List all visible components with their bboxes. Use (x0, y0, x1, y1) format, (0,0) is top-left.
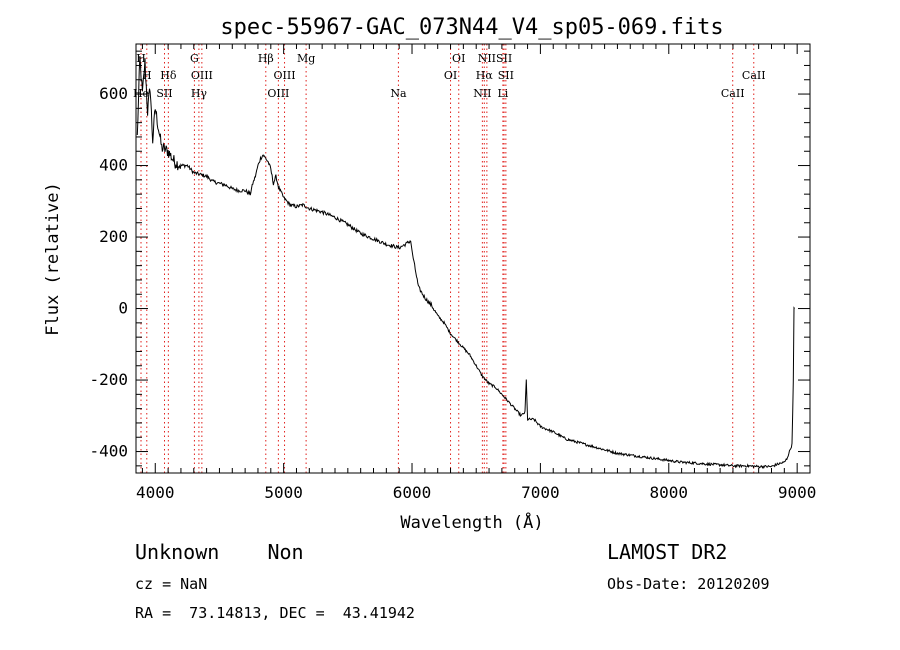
emission-line-label-7: Hγ (191, 87, 208, 100)
plot-frame (135, 43, 811, 474)
chart-title: spec-55967-GAC_073N44_V4_sp05-069.fits (220, 15, 723, 40)
emission-line-label-17: Hα (476, 69, 494, 82)
y-tick-label-0: -400 (89, 442, 128, 461)
emission-line-label-15: NII (478, 52, 496, 65)
emission-line-label-5: G (190, 52, 199, 65)
axis-ticks: 4000 5000 6000 7000 8000 9000 -400 -200 0 200 400 6… (89, 44, 816, 502)
x-axis-label: Wavelength (Å) (400, 511, 543, 533)
emission-line-label-4: SII (156, 87, 172, 100)
x-tick-label-0: 4000 (136, 483, 175, 502)
emission-line-label-2: He (133, 87, 149, 100)
emission-line-label-19: NII (473, 87, 491, 100)
y-tick-label-3: 200 (99, 227, 128, 246)
emission-line-label-6: OIII (191, 69, 213, 82)
emission-line-label-9: OIII (274, 69, 296, 82)
x-tick-label-4: 8000 (650, 483, 689, 502)
emission-line-label-11: Mg (297, 52, 315, 65)
spectrum-series-line (136, 55, 795, 470)
y-tick-label-4: 400 (99, 156, 128, 175)
emission-line-label-18: SII (498, 69, 514, 82)
coordinates: RA = 73.14813, DEC = 43.41942 (135, 604, 415, 622)
x-tick-label-2: 6000 (393, 483, 432, 502)
object-class: Unknown Non (135, 540, 304, 564)
survey-name: LAMOST DR2 (607, 540, 728, 564)
x-tick-label-3: 7000 (521, 483, 560, 502)
emission-line-label-3: Hδ (160, 69, 177, 82)
emission-line-label-1: H (142, 69, 152, 82)
emission-line-label-0: H (136, 52, 146, 65)
redshift-cz: cz = NaN (135, 575, 208, 593)
emission-line-label-10: OIII (267, 87, 289, 100)
y-tick-label-2: 0 (118, 299, 128, 318)
y-tick-label-5: 600 (99, 84, 128, 103)
emission-line-label-13: OI (452, 52, 465, 65)
emission-line-label-21: CaII (742, 69, 766, 82)
emission-line-label-16: SII (496, 52, 512, 65)
y-axis-label: Flux (relative) (43, 182, 63, 336)
emission-line-label-22: CaII (721, 87, 745, 100)
emission-line-label-8: Hβ (258, 52, 274, 65)
emission-line-markers (140, 44, 755, 473)
y-tick-label-1: -200 (89, 370, 128, 389)
x-tick-label-5: 9000 (778, 483, 817, 502)
emission-line-label-12: Na (390, 87, 407, 100)
emission-line-label-14: OI (444, 69, 457, 82)
x-tick-label-1: 5000 (264, 483, 303, 502)
emission-line-label-20: Li (497, 87, 508, 100)
observation-date: Obs-Date: 20120209 (607, 575, 770, 593)
